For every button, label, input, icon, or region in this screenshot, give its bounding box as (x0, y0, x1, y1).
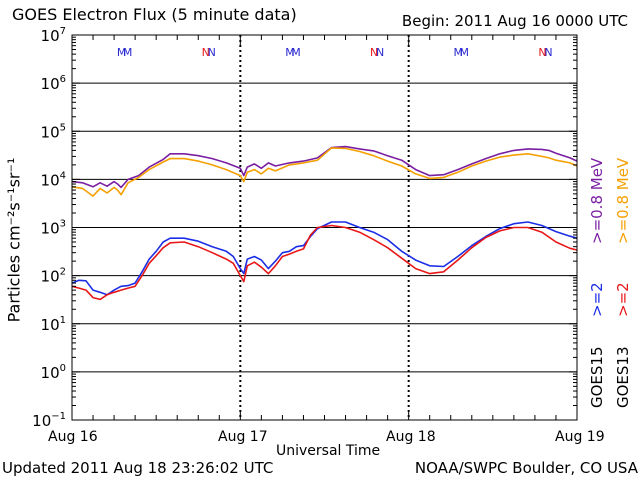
legend-goes15-low: >=2 (588, 282, 606, 317)
legend-goes15-sat: GOES15 (588, 346, 606, 408)
orbit-marker: N (538, 46, 546, 59)
orbit-marker: M (117, 46, 127, 59)
y-tick-label: 102 (41, 267, 66, 286)
orbit-marker: M (291, 46, 301, 59)
legend-goes13-sat: GOES13 (614, 346, 632, 408)
x-axis-label: Universal Time (276, 443, 381, 459)
y-tick-label: 107 (41, 26, 66, 45)
orbit-marker: N (370, 46, 378, 59)
orbit-marker: M (454, 46, 464, 59)
begin-time: Begin: 2011 Aug 16 0000 UTC (401, 12, 628, 30)
y-tick-label: 104 (41, 170, 66, 189)
legend-goes13-high: >=0.8 MeV (614, 157, 632, 244)
y-tick-label: 101 (41, 315, 66, 334)
updated-timestamp: Updated 2011 Aug 18 23:26:02 UTC (2, 459, 274, 477)
y-tick-label: 105 (41, 122, 66, 141)
y-axis-label: Particles cm⁻²s⁻¹sr⁻¹ (4, 157, 24, 323)
orbit-marker: N (544, 46, 552, 59)
orbit-marker: M (460, 46, 470, 59)
orbit-marker: M (285, 46, 295, 59)
x-tick-label: Aug 19 (555, 429, 605, 445)
chart-title: GOES Electron Flux (5 minute data) (12, 5, 297, 24)
legend-goes15-high: >=0.8 MeV (588, 157, 606, 244)
orbit-marker: N (202, 46, 210, 59)
y-tick-label: 103 (41, 219, 66, 238)
orbit-marker: N (376, 46, 384, 59)
y-tick-label: 10−1 (32, 411, 66, 430)
x-tick-label: Aug 16 (48, 429, 98, 445)
y-tick-label: 100 (41, 363, 66, 382)
orbit-marker: M (123, 46, 133, 59)
orbit-marker: N (208, 46, 216, 59)
series-line (71, 145, 578, 189)
series-line (71, 147, 578, 197)
series-line (71, 221, 578, 296)
x-tick-label: Aug 17 (218, 429, 268, 445)
legend-goes13-low: >=2 (614, 282, 632, 317)
series-line (71, 224, 578, 301)
credit-text: NOAA/SWPC Boulder, CO USA (414, 459, 638, 477)
y-tick-label: 106 (41, 74, 66, 93)
x-tick-label: Aug 18 (386, 429, 436, 445)
